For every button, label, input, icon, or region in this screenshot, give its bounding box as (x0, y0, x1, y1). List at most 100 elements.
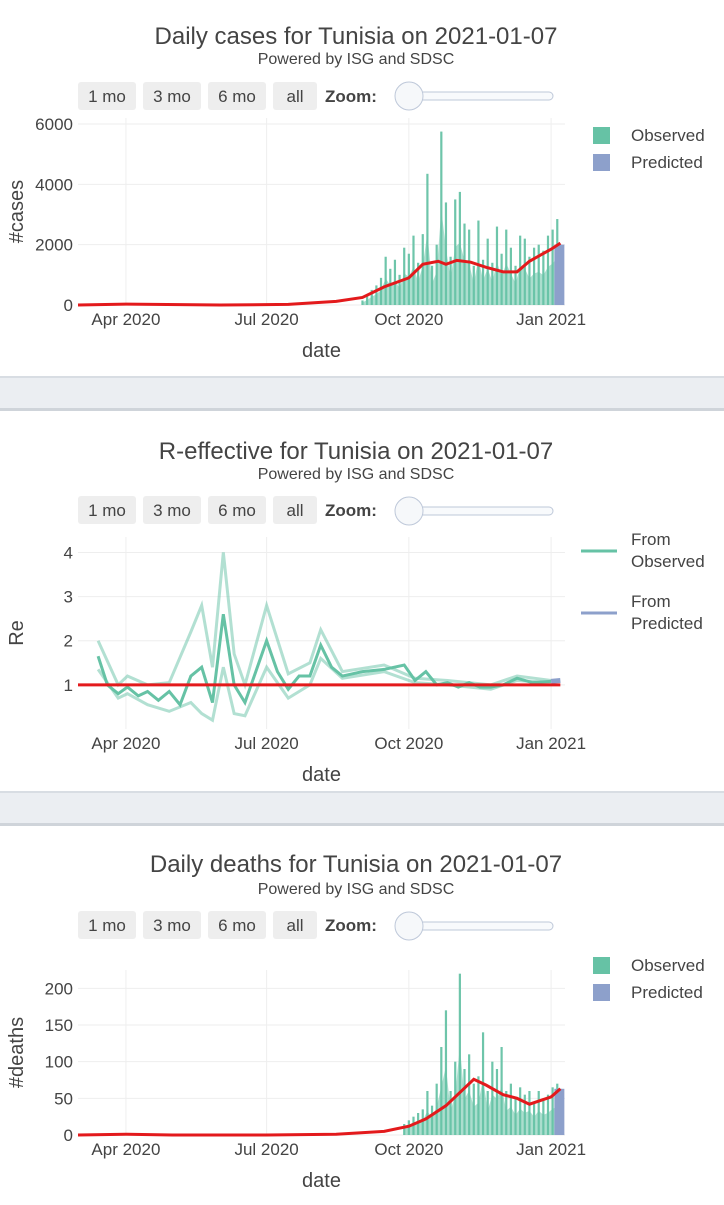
legend-label[interactable]: Observed (631, 956, 705, 975)
svg-text:all: all (286, 501, 303, 520)
x-tick-label: Oct 2020 (374, 734, 443, 753)
svg-text:3 mo: 3 mo (153, 501, 191, 520)
range-button-1mo[interactable]: 1 mo (78, 82, 136, 110)
svg-text:3 mo: 3 mo (153, 87, 191, 106)
zoom-slider-handle[interactable] (394, 911, 424, 941)
re-observed-line (96, 614, 552, 708)
x-tick-label: Jul 2020 (234, 310, 298, 329)
legend-label[interactable]: Predicted (631, 614, 703, 633)
x-tick-label: Apr 2020 (91, 1140, 160, 1159)
zoom-slider[interactable] (394, 496, 554, 526)
observed-area (362, 209, 558, 305)
range-button-1mo[interactable]: 1 mo (78, 496, 136, 524)
zoom-slider-rail[interactable] (407, 506, 554, 516)
range-button-3mo[interactable]: 3 mo (143, 911, 201, 939)
trend-line (77, 1077, 562, 1137)
zoom-slider[interactable] (394, 911, 554, 941)
y-tick-label: 6000 (35, 115, 73, 134)
svg-text:6 mo: 6 mo (218, 916, 256, 935)
re-panel: R-effective for Tunisia on 2021-01-07 Po… (0, 411, 724, 791)
zoom-label: Zoom: (325, 87, 377, 106)
range-button-all[interactable]: all (273, 911, 317, 939)
x-tick-label: Apr 2020 (91, 734, 160, 753)
section-divider (0, 791, 724, 826)
deaths-chart: Daily deaths for Tunisia on 2021-01-07 P… (6, 851, 705, 1192)
legend-label[interactable]: From (631, 592, 671, 611)
legend-swatch[interactable] (593, 154, 610, 171)
y-tick-label: 0 (64, 296, 73, 315)
range-button-6mo[interactable]: 6 mo (208, 496, 266, 524)
x-tick-label: Oct 2020 (374, 310, 443, 329)
range-button-6mo[interactable]: 6 mo (208, 82, 266, 110)
x-axis-title: date (302, 764, 341, 786)
zoom-slider-handle[interactable] (394, 81, 424, 111)
zoom-slider-rail[interactable] (407, 921, 554, 931)
y-tick-label: 2 (64, 632, 73, 651)
trend-line (77, 241, 562, 307)
svg-text:1 mo: 1 mo (88, 916, 126, 935)
svg-text:1 mo: 1 mo (88, 501, 126, 520)
range-button-1mo[interactable]: 1 mo (78, 911, 136, 939)
x-tick-label: Jul 2020 (234, 734, 298, 753)
predicted-bar (554, 244, 565, 305)
y-tick-label: 2000 (35, 236, 73, 255)
cases-chart: Daily cases for Tunisia on 2021-01-07 Po… (6, 23, 705, 362)
svg-text:6 mo: 6 mo (218, 501, 256, 520)
chart-subtitle: Powered by ISG and SDSC (258, 881, 455, 898)
y-tick-label: 4000 (35, 175, 73, 194)
legend-swatch[interactable] (593, 957, 610, 974)
legend-label[interactable]: Predicted (631, 153, 703, 172)
zoom-slider[interactable] (394, 81, 554, 111)
x-axis-title: date (302, 1170, 341, 1192)
range-button-3mo[interactable]: 3 mo (143, 82, 201, 110)
y-tick-label: 150 (45, 1016, 73, 1035)
y-axis-title: #cases (6, 180, 28, 243)
x-tick-label: Apr 2020 (91, 310, 160, 329)
range-button-all[interactable]: all (273, 82, 317, 110)
chart-title: R-effective for Tunisia on 2021-01-07 (159, 438, 553, 465)
cases-panel: Daily cases for Tunisia on 2021-01-07 Po… (0, 0, 724, 376)
svg-text:1 mo: 1 mo (88, 87, 126, 106)
zoom-slider-handle[interactable] (394, 496, 424, 526)
predicted-bar (554, 1088, 565, 1135)
zoom-label: Zoom: (325, 501, 377, 520)
svg-text:6 mo: 6 mo (218, 87, 256, 106)
chart-subtitle: Powered by ISG and SDSC (258, 466, 455, 483)
zoom-slider-rail[interactable] (407, 91, 554, 101)
x-tick-label: Jan 2021 (516, 734, 586, 753)
deaths-panel: Daily deaths for Tunisia on 2021-01-07 P… (0, 826, 724, 1200)
legend-label[interactable]: Predicted (631, 983, 703, 1002)
svg-text:all: all (286, 916, 303, 935)
range-button-all[interactable]: all (273, 496, 317, 524)
legend-swatch[interactable] (593, 127, 610, 144)
legend-label[interactable]: Observed (631, 126, 705, 145)
x-axis-title: date (302, 340, 341, 362)
y-tick-label: 3 (64, 588, 73, 607)
y-tick-label: 4 (64, 543, 73, 562)
chart-subtitle: Powered by ISG and SDSC (258, 51, 455, 68)
chart-title: Daily cases for Tunisia on 2021-01-07 (155, 23, 558, 50)
range-button-6mo[interactable]: 6 mo (208, 911, 266, 939)
svg-text:3 mo: 3 mo (153, 916, 191, 935)
section-divider (0, 376, 724, 411)
y-axis-title: Re (6, 620, 28, 646)
range-button-3mo[interactable]: 3 mo (143, 496, 201, 524)
x-tick-label: Jan 2021 (516, 1140, 586, 1159)
re-chart: R-effective for Tunisia on 2021-01-07 Po… (6, 438, 705, 786)
y-tick-label: 200 (45, 979, 73, 998)
y-axis-title: #deaths (6, 1017, 28, 1088)
legend-label[interactable]: From (631, 530, 671, 549)
observed-area (404, 1046, 558, 1135)
legend-swatch[interactable] (593, 984, 610, 1001)
y-tick-label: 1 (64, 676, 73, 695)
y-tick-label: 0 (64, 1126, 73, 1145)
y-tick-label: 50 (54, 1089, 73, 1108)
svg-text:all: all (286, 87, 303, 106)
chart-title: Daily deaths for Tunisia on 2021-01-07 (150, 851, 562, 878)
x-tick-label: Jul 2020 (234, 1140, 298, 1159)
re-predicted-line (550, 677, 561, 684)
upper-bound-line (96, 552, 552, 690)
x-tick-label: Oct 2020 (374, 1140, 443, 1159)
legend-label[interactable]: Observed (631, 552, 705, 571)
lower-bound-line (96, 655, 552, 723)
